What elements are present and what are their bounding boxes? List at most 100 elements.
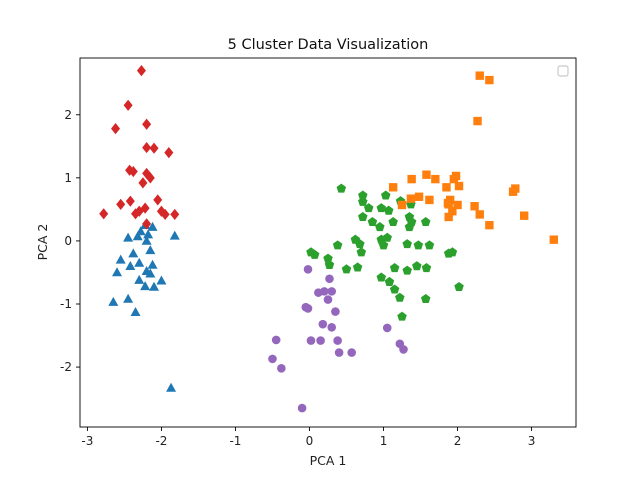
data-point-square [444,212,453,222]
data-point-circle [271,335,281,345]
data-point-square [425,195,434,205]
data-point-circle [297,403,307,413]
data-point-pentagon [341,264,352,274]
x-tick-label: -2 [155,434,167,448]
data-point-square [442,183,451,192]
data-point-diamond [160,208,170,221]
data-point-circle [327,323,337,332]
data-point-diamond [128,165,138,178]
data-point-pentagon [376,272,387,282]
data-point-pentagon [309,249,320,259]
data-point-pentagon [375,222,385,232]
legend-box [557,65,569,77]
y-tick-label: 0 [64,234,72,248]
x-axis: -3 -2 -1 0 1 2 3 [81,427,535,448]
x-tick-label: 0 [306,434,314,448]
data-point-triangle [145,268,156,278]
data-point-square [443,198,453,208]
data-point-pentagon [404,222,415,232]
data-point-pentagon [358,190,368,200]
data-point-diamond [138,177,148,189]
data-point-square [431,174,440,184]
data-point-triangle [112,267,123,277]
data-point-pentagon [454,281,464,292]
data-point-circle [318,319,328,329]
y-tick-label: 2 [64,108,72,122]
data-point-circle [331,307,340,316]
data-point-triangle [169,230,180,240]
data-point-circle [334,348,344,357]
y-tick-label: -1 [60,297,72,311]
x-tick-label: -3 [81,434,93,448]
data-point-triangle [123,293,134,303]
data-point-triangle [132,231,143,241]
data-point-diamond [145,172,155,184]
data-point-pentagon [352,262,363,272]
x-axis-label: PCA 1 [310,453,347,468]
data-point-pentagon [443,248,454,258]
data-point-circle [382,323,392,333]
data-point-triangle [130,307,141,316]
y-axis: -2 -1 0 1 2 [60,108,80,374]
data-point-triangle [128,248,139,258]
data-point-diamond [136,65,146,77]
y-axis-label: PCA 2 [35,224,50,261]
data-point-pentagon [382,232,392,242]
data-point-triangle [123,232,134,242]
data-point-diamond [149,142,159,154]
data-point-pentagon [412,261,422,271]
data-point-diamond [170,208,180,221]
data-point-pentagon [397,311,407,321]
x-tick-label: 3 [528,434,536,448]
data-point-circle [277,364,286,373]
data-point-triangle [149,281,160,291]
data-point-triangle [141,235,152,245]
data-point-pentagon [383,205,394,215]
data-point-circle [399,345,408,354]
data-point-circle [316,336,325,345]
data-point-pentagon [332,240,343,250]
data-point-square [422,170,431,179]
data-point-pentagon [402,239,412,249]
data-point-pentagon [424,240,435,250]
data-point-triangle [115,254,126,264]
data-point-pentagon [358,196,368,206]
data-point-square [475,210,484,219]
data-point-pentagon [395,292,405,302]
data-point-triangle [147,259,158,269]
data-point-pentagon [356,247,367,257]
data-point-pentagon [413,240,424,250]
data-point-pentagon [358,211,368,221]
chart-title: 5 Cluster Data Visualization [228,37,429,53]
data-point-square [448,207,457,216]
data-point-diamond [111,123,121,135]
data-point-square [549,235,558,244]
data-point-circle [303,265,313,274]
x-tick-label: -1 [229,434,241,448]
data-point-square [470,202,479,211]
data-point-square [475,71,484,80]
data-point-triangle [125,260,136,270]
data-point-square [485,220,494,230]
data-point-diamond [125,195,135,207]
data-point-diamond [131,208,141,220]
data-point-square [453,200,462,210]
data-point-triangle [166,382,177,392]
data-point-pentagon [402,265,412,275]
data-point-pentagon [421,263,432,273]
data-point-triangle [147,221,158,231]
data-point-triangle [156,275,167,285]
data-point-square [414,192,424,201]
data-point-triangle [134,257,145,267]
data-point-diamond [142,118,152,130]
data-point-diamond [99,208,109,220]
data-point-square [407,174,416,184]
data-point-pentagon [367,217,378,227]
data-point-triangle [143,229,154,239]
data-point-circle [323,295,333,304]
data-point-circle [347,348,356,357]
data-point-circle [303,304,313,313]
data-point-pentagon [324,259,335,269]
data-point-triangle [135,226,146,236]
